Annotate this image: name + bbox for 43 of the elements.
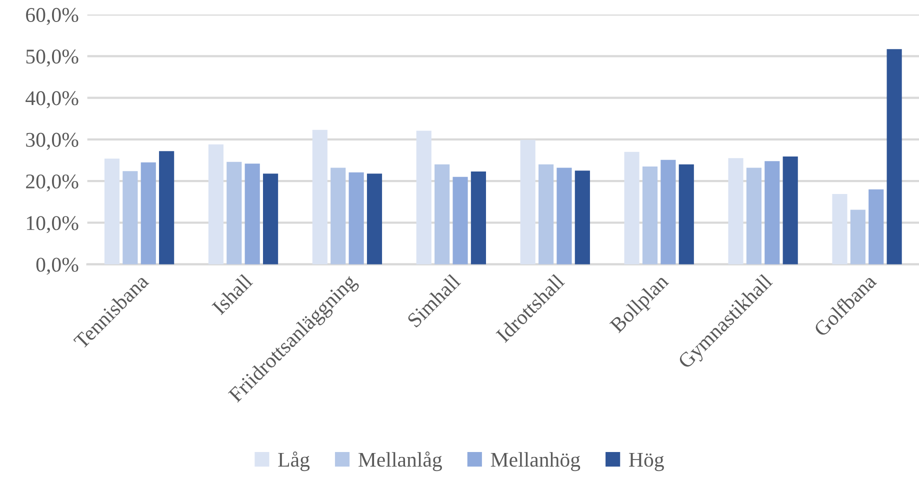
bar xyxy=(104,158,120,264)
bar xyxy=(208,144,224,264)
bar xyxy=(520,140,536,264)
bar xyxy=(746,168,762,264)
y-tick-label: 60,0% xyxy=(26,8,78,25)
bar xyxy=(348,172,364,264)
bar xyxy=(226,162,242,264)
y-tick-label: 0,0% xyxy=(36,258,78,275)
y-tick-label: 40,0% xyxy=(26,91,78,108)
bar xyxy=(312,130,328,264)
bar xyxy=(366,174,382,264)
bar xyxy=(470,171,486,264)
bar xyxy=(642,166,658,264)
bar xyxy=(416,130,432,264)
legend-label: Mellanhög xyxy=(490,452,580,472)
bar xyxy=(624,152,640,264)
bar xyxy=(574,170,590,264)
bar xyxy=(764,161,780,264)
y-tick-label: 20,0% xyxy=(26,174,78,192)
y-tick-label: 50,0% xyxy=(26,50,78,67)
legend-label: Låg xyxy=(278,452,310,472)
bar xyxy=(263,174,278,264)
bar xyxy=(886,49,902,264)
bar xyxy=(660,160,676,264)
bar xyxy=(159,151,174,264)
bar xyxy=(850,210,866,264)
bar xyxy=(868,189,884,264)
legend-label: Hög xyxy=(629,452,664,472)
bar xyxy=(678,164,694,264)
bar xyxy=(538,164,554,264)
bar xyxy=(140,162,156,264)
legend-label: Mellanlåg xyxy=(358,452,442,472)
bar xyxy=(244,164,260,264)
y-tick-label: 10,0% xyxy=(26,216,78,234)
bar xyxy=(434,164,450,264)
bar xyxy=(832,194,848,264)
bar xyxy=(728,158,744,264)
bar xyxy=(452,176,468,264)
bar xyxy=(122,171,138,264)
bar xyxy=(330,168,346,264)
y-tick-label: 30,0% xyxy=(26,132,78,150)
bar xyxy=(556,168,572,264)
bar xyxy=(782,156,798,264)
